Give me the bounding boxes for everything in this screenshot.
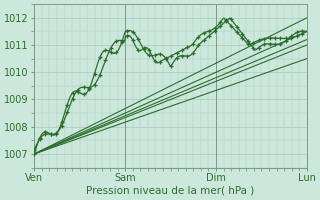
X-axis label: Pression niveau de la mer( hPa ): Pression niveau de la mer( hPa ) (86, 186, 255, 196)
